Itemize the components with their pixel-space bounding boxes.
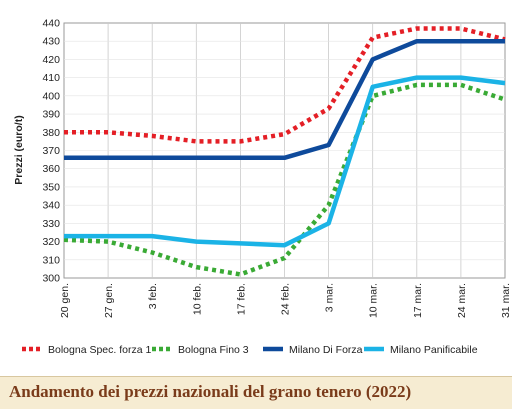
y-tick-label: 360: [42, 163, 60, 175]
x-tick-label: 20 gen.: [59, 283, 71, 318]
x-tick-label: 10 feb.: [191, 283, 203, 315]
y-tick-label: 410: [42, 72, 60, 84]
legend-label: Bologna Fino 3: [178, 344, 249, 356]
y-tick-label: 310: [42, 254, 60, 266]
x-tick-label: 17 mar.: [412, 283, 424, 318]
y-tick-label: 400: [42, 90, 60, 102]
y-tick-label: 320: [42, 236, 60, 248]
legend-label: Milano Di Forza: [289, 344, 363, 356]
y-tick-label: 390: [42, 109, 60, 121]
legend-label: Bologna Spec. forza 1: [48, 344, 151, 356]
y-tick-label: 430: [42, 36, 60, 48]
x-tick-labels: 20 gen. 27 gen. 3 feb. 10 feb. 17 feb. 24 feb…: [59, 283, 512, 318]
x-tick-label: 24 mar.: [456, 283, 468, 318]
x-tick-label: 31 mar.: [500, 283, 512, 318]
y-tick-label: 350: [42, 181, 60, 193]
series-lines: [63, 26, 506, 277]
y-tick-label: 420: [42, 54, 60, 66]
series-line: [64, 38, 505, 161]
y-tick-label: 300: [42, 273, 60, 285]
x-tick-label: 10 mar.: [368, 283, 380, 318]
legend-label: Milano Panificabile: [390, 344, 478, 356]
x-tick-label: 24 feb.: [280, 283, 292, 315]
x-tick-label: 27 gen.: [103, 283, 115, 318]
x-tick-label: 3 mar.: [324, 283, 336, 312]
y-tick-label: 370: [42, 145, 60, 157]
x-tick-label: 17 feb.: [235, 283, 247, 315]
series-line: [63, 82, 506, 277]
y-tick-label: 440: [42, 18, 60, 30]
y-axis-label: Prezzi (euro/t): [13, 115, 25, 184]
x-tick-label: 3 feb.: [147, 283, 159, 309]
legend: Bologna Spec. forza 1 Bologna Fino 3 Milan…: [22, 344, 478, 356]
chart-caption: Andamento dei prezzi nazionali del grano…: [9, 382, 412, 401]
caption-bar: Andamento dei prezzi nazionali del grano…: [0, 376, 512, 409]
y-tick-label: 380: [42, 127, 60, 139]
series-line: [64, 26, 506, 144]
y-tick-label: 330: [42, 218, 60, 230]
price-line-chart: 300 310 320 330 340 350 360 370 380 390 400 410 420 4…: [13, 18, 512, 357]
series-line: [64, 75, 506, 248]
y-tick-labels: 300 310 320 330 340 350 360 370 380 390 400 410 420 4…: [42, 18, 60, 285]
y-tick-label: 340: [42, 200, 60, 212]
